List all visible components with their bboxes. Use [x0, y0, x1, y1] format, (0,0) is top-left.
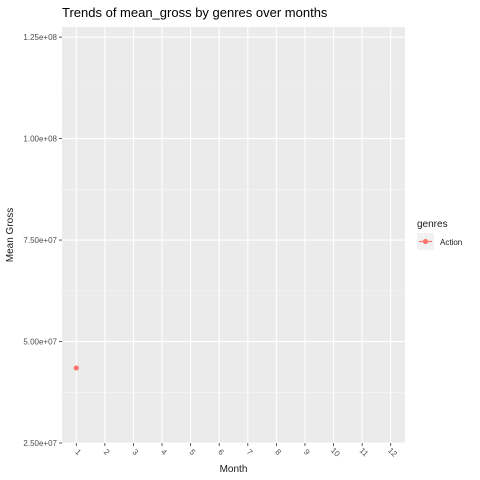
data-point [73, 365, 79, 371]
major-gridlines [62, 27, 405, 444]
x-tick-label: 2 [102, 447, 112, 457]
legend: genres Action [417, 219, 462, 250]
minor-gridlines [62, 87, 405, 393]
y-tick-label: 1.00e+08 [23, 135, 57, 144]
x-tick-label: 8 [273, 447, 283, 457]
x-tick-label: 7 [245, 447, 255, 457]
x-tick-label: 3 [130, 447, 140, 457]
x-tick-label: 4 [159, 447, 169, 457]
plot-panel [62, 27, 405, 443]
x-tick-label: 1 [73, 447, 83, 457]
y-tick-label: 7.50e+07 [23, 236, 57, 245]
y-tick-label: 1.25e+08 [23, 33, 57, 42]
chart-title: Trends of mean_gross by genres over mont… [62, 5, 328, 20]
data-series [73, 365, 79, 371]
x-tick-label: 5 [188, 447, 198, 457]
y-axis: 2.50e+07 5.00e+07 7.50e+07 1.00e+08 1.25e+08 [23, 33, 62, 448]
legend-label: Action [440, 238, 462, 247]
y-tick-label: 5.00e+07 [23, 338, 57, 347]
x-tick-label: 6 [216, 447, 226, 457]
x-tick-label: 9 [302, 447, 312, 457]
y-tick-label: 2.50e+07 [23, 439, 57, 448]
x-axis-label: Month [220, 464, 248, 475]
legend-point [422, 238, 429, 245]
legend-title: genres [417, 219, 448, 230]
y-axis-label: Mean Gross [5, 208, 16, 262]
